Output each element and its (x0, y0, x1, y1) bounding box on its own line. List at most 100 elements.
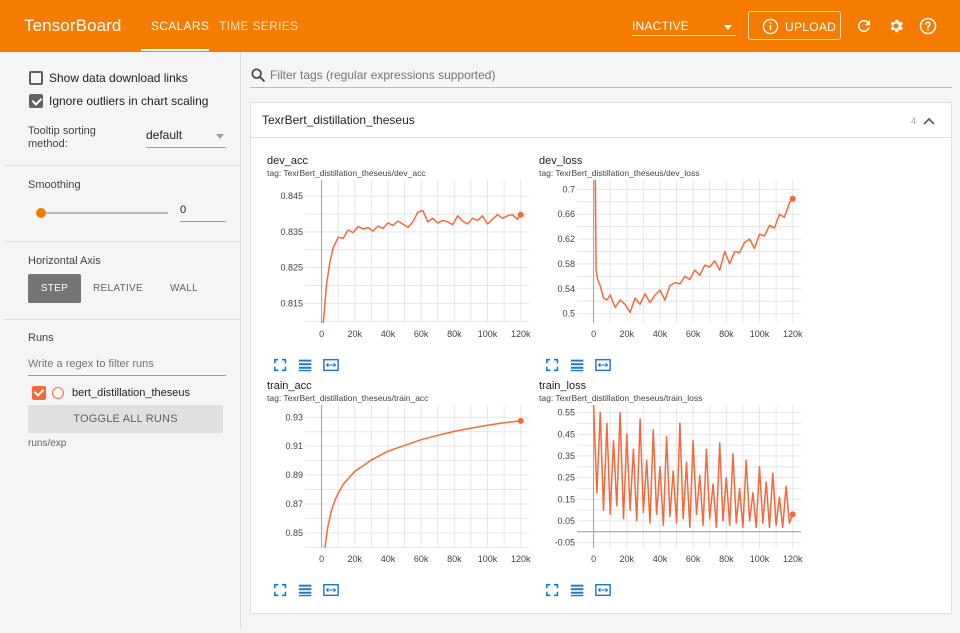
chart-card-train-acc: train_acc tag: TexrBert_distillation_the… (267, 380, 537, 610)
x-tick-label: 0 (319, 554, 324, 564)
y-tick-label: 0.66 (557, 209, 575, 219)
y-tick-label: 0.93 (285, 412, 303, 422)
x-tick-label: 100k (750, 554, 770, 564)
series-end-point (517, 211, 524, 218)
status-value: INACTIVE (632, 19, 689, 33)
fit-domain-icon[interactable] (323, 582, 339, 598)
x-tick-label: 40k (381, 554, 396, 564)
series-line (324, 420, 521, 549)
horizontal-axis-toggle: STEP RELATIVE WALL (28, 274, 213, 303)
y-tick-label: 0.5 (562, 309, 575, 319)
fit-domain-icon[interactable] (595, 582, 611, 598)
info-icon (762, 18, 779, 35)
fit-domain-icon[interactable] (323, 357, 339, 373)
toggle-log-scale-icon[interactable] (298, 582, 314, 598)
smoothing-label: Smoothing (28, 179, 81, 191)
y-tick-label: 0.05 (557, 516, 575, 526)
y-tick-label: 0.54 (557, 284, 575, 294)
ignore-outliers-label: Ignore outliers in chart scaling (49, 94, 209, 108)
run-checkbox[interactable] (32, 386, 46, 400)
axis-step-button[interactable]: STEP (28, 274, 81, 303)
toggle-all-runs-button[interactable]: TOGGLE ALL RUNS (28, 405, 223, 433)
chevron-down-icon (724, 25, 732, 30)
upload-button[interactable]: UPLOAD (748, 11, 841, 40)
series-end-point (789, 195, 796, 202)
smoothing-slider-track[interactable] (42, 212, 168, 214)
ignore-outliers-checkbox[interactable] (29, 94, 43, 108)
series-line (594, 179, 794, 314)
fit-domain-icon[interactable] (595, 357, 611, 373)
smoothing-input[interactable]: 0 (180, 204, 226, 222)
y-tick-label: 0.85 (285, 528, 303, 538)
horizontal-axis-label: Horizontal Axis (28, 255, 101, 267)
x-tick-label: 120k (783, 554, 803, 564)
download-links-checkbox[interactable] (29, 71, 43, 85)
run-color-swatch[interactable] (52, 387, 64, 399)
x-tick-label: 80k (447, 329, 462, 339)
tab-time-series[interactable]: TIME SERIES (219, 19, 299, 33)
series-line (592, 404, 794, 529)
chart-tag: tag: TexrBert_distillation_theseus/train… (267, 393, 429, 403)
chart-dev-acc[interactable]: 0.815 0.825 0.835 0.845 0 20k 40k 60k 80k 100k 120… (267, 177, 531, 353)
x-tick-label: 60k (414, 554, 429, 564)
series-line (322, 209, 522, 324)
divider (4, 319, 241, 320)
fullscreen-icon[interactable] (545, 582, 561, 598)
series-end-point (517, 417, 524, 424)
y-tick-label: 0.35 (557, 451, 575, 461)
x-tick-label: 80k (447, 554, 462, 564)
x-tick-label: 100k (478, 329, 498, 339)
chart-train-loss[interactable]: -0.05 0.05 0.15 0.25 0.35 0.45 0.55 0 20k 40k 60k 8… (539, 402, 803, 578)
refresh-icon[interactable] (855, 17, 873, 35)
y-tick-label: 0.815 (280, 298, 303, 308)
toggle-log-scale-icon[interactable] (570, 357, 586, 373)
chevron-up-icon[interactable] (923, 116, 935, 126)
tag-group-card: TexrBert_distillation_theseus 4 dev_acc … (250, 102, 952, 614)
y-tick-label: 0.835 (280, 227, 303, 237)
status-select[interactable]: INACTIVE (632, 14, 736, 36)
x-tick-label: 0 (591, 329, 596, 339)
divider (4, 241, 241, 242)
y-tick-label: 0.45 (557, 429, 575, 439)
chart-train-acc[interactable]: 0.85 0.87 0.89 0.91 0.93 0 20k 40k 60k 80k 100k 120… (267, 402, 531, 578)
chevron-down-icon (216, 134, 224, 139)
tooltip-sorting-select[interactable]: default (146, 128, 226, 148)
fullscreen-icon[interactable] (273, 582, 289, 598)
chart-tag: tag: TexrBert_distillation_theseus/train… (539, 393, 703, 403)
help-icon[interactable] (919, 17, 937, 35)
fullscreen-icon[interactable] (545, 357, 561, 373)
tag-group-header[interactable]: TexrBert_distillation_theseus 4 (251, 103, 951, 138)
chart-dev-loss[interactable]: 0.5 0.54 0.58 0.62 0.66 0.7 0 20k 40k 60k 80k 100k 1… (539, 177, 803, 353)
tooltip-sorting-value: default (146, 128, 183, 142)
tab-scalars[interactable]: SCALARS (151, 19, 210, 33)
y-tick-label: 0.91 (285, 441, 303, 451)
sidebar-options-section: Show data download links Ignore outliers… (4, 52, 241, 166)
tag-filter-input[interactable]: Filter tags (regular expressions support… (250, 64, 952, 88)
runs-label: Runs (28, 332, 54, 344)
x-tick-label: 40k (653, 329, 668, 339)
chart-toolbar (273, 357, 353, 373)
fullscreen-icon[interactable] (273, 357, 289, 373)
x-tick-label: 20k (348, 329, 363, 339)
chart-toolbar (545, 357, 625, 373)
runs-filter-input[interactable]: Write a regex to filter runs (28, 358, 226, 376)
y-tick-label: 0.62 (557, 234, 575, 244)
toggle-log-scale-icon[interactable] (570, 582, 586, 598)
x-tick-label: 20k (348, 554, 363, 564)
toggle-log-scale-icon[interactable] (298, 357, 314, 373)
tag-group-title: TexrBert_distillation_theseus (262, 113, 415, 127)
run-name: bert_distillation_theseus (72, 387, 191, 399)
chart-card-dev-acc: dev_acc tag: TexrBert_distillation_these… (267, 155, 537, 385)
x-tick-label: 120k (783, 329, 803, 339)
settings-icon[interactable] (887, 17, 905, 35)
y-tick-label: 0.7 (562, 184, 575, 194)
axis-wall-button[interactable]: WALL (169, 283, 199, 294)
x-tick-label: 20k (620, 554, 635, 564)
smoothing-value: 0 (180, 204, 187, 216)
chart-tag: tag: TexrBert_distillation_theseus/dev_a… (267, 168, 426, 178)
chart-title: dev_loss (539, 155, 583, 167)
sidebar: Show data download links Ignore outliers… (4, 52, 241, 630)
axis-relative-button[interactable]: RELATIVE (92, 283, 143, 294)
download-links-label: Show data download links (49, 71, 188, 85)
smoothing-slider-thumb[interactable] (36, 208, 46, 218)
